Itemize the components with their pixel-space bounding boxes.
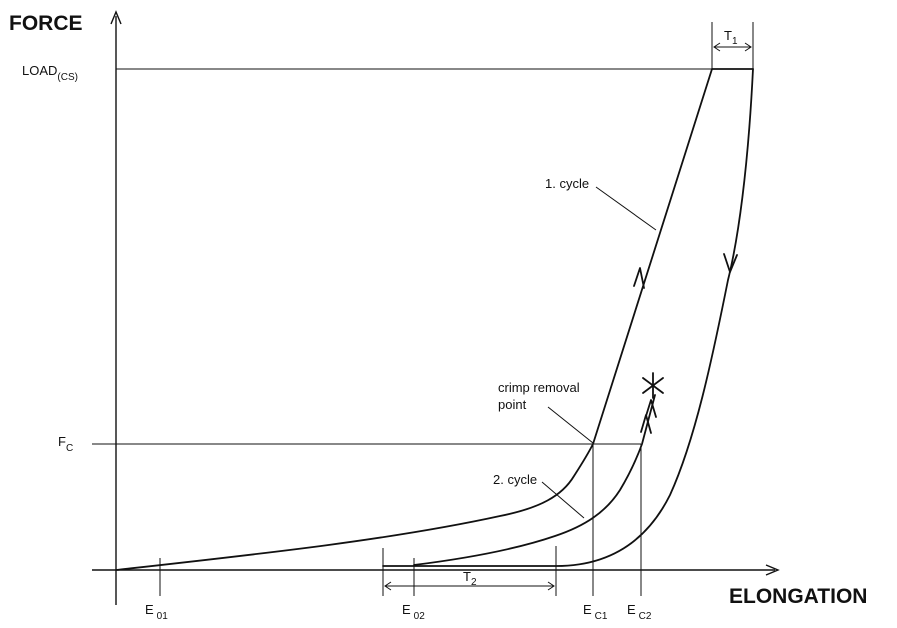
load-cs-label: LOAD(CS) bbox=[22, 63, 78, 83]
unloading-direction-arrow-icon bbox=[723, 253, 738, 273]
crimp-removal-annotation-line1: crimp removal bbox=[498, 380, 580, 395]
e02-label: E 02 bbox=[402, 602, 425, 622]
cycle2-leader-line bbox=[541, 481, 585, 519]
cycle2-direction-arrow-icon-upper bbox=[645, 399, 657, 418]
ec2-label: E C2 bbox=[627, 602, 652, 622]
cycle1-loading-curve bbox=[115, 68, 713, 571]
fc-label: FC bbox=[58, 434, 73, 454]
t2-right-arrow-icon bbox=[547, 581, 555, 591]
t2-left-arrow-icon bbox=[384, 581, 392, 591]
x-axis-arrowhead bbox=[765, 564, 780, 576]
loading-direction-arrow-icon bbox=[633, 267, 645, 289]
y-axis-arrowhead bbox=[110, 10, 122, 25]
unloading-curve bbox=[382, 68, 754, 567]
t1-label: T1 bbox=[724, 28, 738, 47]
cycle2-annotation: 2. cycle bbox=[493, 472, 537, 487]
crimp-removal-leader-line bbox=[547, 406, 594, 444]
ec1-label: E C1 bbox=[583, 602, 608, 622]
crimp-removal-annotation-line2: point bbox=[498, 397, 527, 412]
cycle1-annotation: 1. cycle bbox=[545, 176, 589, 191]
cycle2-loading-curve bbox=[413, 394, 656, 566]
t1-right-arrow-icon bbox=[744, 42, 752, 52]
e01-label: E 01 bbox=[145, 602, 168, 622]
cycle1-leader-line bbox=[595, 186, 657, 231]
break-asterisk-icon bbox=[642, 372, 664, 399]
x-axis-title: ELONGATION bbox=[729, 585, 867, 608]
t2-label: T2 bbox=[463, 569, 477, 588]
t1-left-arrow-icon bbox=[713, 42, 721, 52]
y-axis-title: FORCE bbox=[9, 12, 83, 35]
